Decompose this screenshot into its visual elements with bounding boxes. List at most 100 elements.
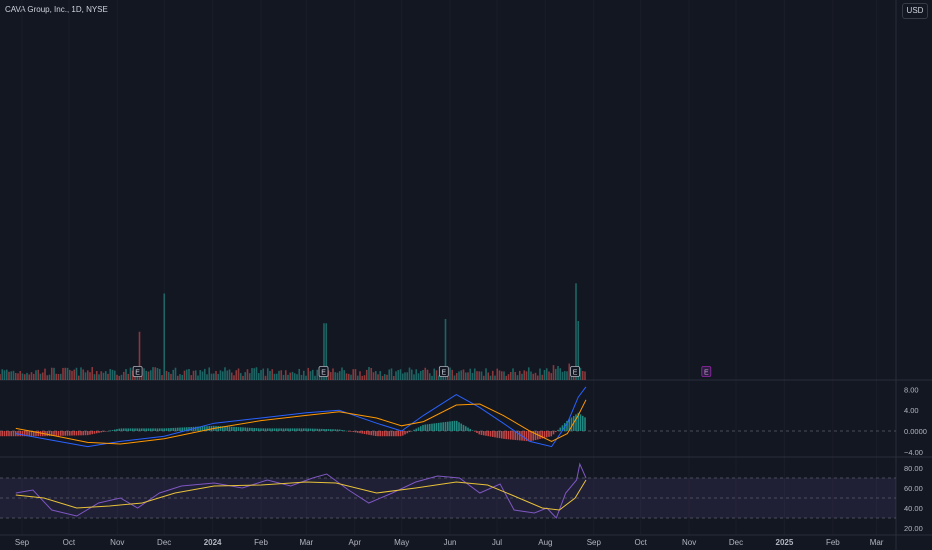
macd-histogram-bar	[228, 426, 231, 431]
volume-bar	[62, 367, 64, 380]
volume-bar	[543, 370, 546, 380]
macd-histogram-bar	[345, 430, 348, 432]
volume-bar	[154, 367, 157, 380]
macd-histogram-bar	[174, 427, 177, 431]
macd-histogram-bar	[581, 415, 584, 431]
macd-histogram-bar	[39, 431, 42, 437]
volume-bar	[100, 371, 103, 380]
macd-histogram-bar	[111, 430, 114, 431]
volume-bar	[251, 368, 253, 380]
volume-bar	[95, 370, 98, 380]
macd-histogram-bar	[257, 428, 260, 431]
volume-bar	[338, 371, 341, 380]
macd-histogram-bar	[226, 426, 229, 431]
macd-histogram-bar	[152, 428, 154, 431]
volume-bar	[269, 370, 271, 380]
earnings-event-label: E	[573, 370, 578, 377]
macd-histogram-bar	[287, 428, 289, 431]
macd-histogram-bar	[487, 431, 490, 437]
volume-bar	[233, 375, 235, 380]
macd-histogram-bar	[419, 426, 422, 431]
earnings-event-marker[interactable]: E	[318, 366, 329, 377]
volume-bar	[471, 372, 474, 380]
earnings-event-marker[interactable]: E	[438, 366, 449, 377]
volume-bar	[406, 372, 409, 380]
macd-histogram-bar	[71, 431, 73, 436]
volume-bar	[41, 372, 44, 380]
earnings-event-marker[interactable]: E	[132, 366, 143, 377]
currency-button[interactable]: USD	[902, 3, 928, 19]
macd-histogram-bar	[383, 431, 386, 437]
volume-bar	[372, 372, 375, 380]
volume-bar	[226, 370, 229, 380]
volume-bar	[296, 374, 298, 380]
volume-bar	[147, 371, 150, 380]
rsi-band	[0, 477, 896, 519]
macd-histogram-bar	[482, 431, 485, 436]
macd-histogram-bar	[80, 431, 82, 436]
macd-histogram-bar	[35, 431, 37, 437]
volume-bar	[39, 373, 42, 380]
macd-histogram-bar	[532, 431, 535, 441]
volume-bar	[197, 375, 199, 380]
macd-histogram-bar	[545, 431, 548, 438]
volume-bar	[50, 367, 53, 380]
volume-bar	[521, 373, 523, 380]
volume-bar	[55, 373, 58, 380]
volume-bar	[257, 373, 260, 380]
earnings-event-marker[interactable]: E	[701, 366, 712, 377]
volume-bar	[127, 373, 130, 380]
macd-histogram-bar	[120, 428, 123, 431]
volume-bar	[293, 373, 296, 380]
macd-histogram-bar	[422, 425, 424, 431]
volume-bar	[401, 373, 404, 380]
volume-bar	[577, 321, 580, 380]
volume-bar	[557, 366, 559, 380]
volume-bar	[563, 371, 566, 380]
volume-bar	[188, 369, 190, 380]
macd-histogram-bar	[134, 428, 136, 431]
macd-histogram-bar	[377, 431, 379, 437]
rsi-tick-label: 80.00	[904, 464, 923, 473]
macd-histogram-bar	[365, 431, 368, 435]
volume-bar	[505, 375, 508, 380]
macd-histogram-bar	[48, 431, 51, 437]
macd-histogram-bar	[496, 431, 499, 438]
macd-histogram-bar	[77, 431, 80, 436]
volume-bar	[386, 374, 388, 380]
volume-bar	[449, 367, 451, 380]
time-axis-label: Mar	[299, 538, 313, 547]
volume-bar	[104, 371, 107, 380]
macd-histogram-bar	[239, 427, 242, 431]
macd-histogram-bar	[485, 431, 487, 436]
macd-histogram-bar	[116, 429, 118, 431]
earnings-event-marker[interactable]: E	[570, 366, 580, 377]
macd-histogram-bar	[161, 428, 163, 431]
earnings-event-box	[438, 366, 449, 377]
volume-bar	[0, 374, 1, 380]
volume-bar	[424, 367, 427, 380]
macd-histogram-bar	[413, 429, 415, 431]
macd-histogram-bar	[460, 423, 463, 431]
time-axis-label: Mar	[870, 538, 884, 547]
volume-bar	[23, 374, 26, 380]
macd-histogram-bar	[404, 431, 406, 435]
macd-histogram-bar	[293, 428, 296, 431]
volume-bar	[390, 368, 393, 380]
volume-bar	[109, 369, 112, 380]
volume-bar	[158, 368, 161, 380]
volume-bar	[361, 375, 364, 380]
volume-bar	[170, 373, 172, 380]
macd-histogram-bar	[37, 431, 40, 437]
volume-bar	[221, 371, 224, 380]
macd-tick-label: −4.00	[904, 448, 923, 457]
macd-histogram-bar	[59, 431, 62, 436]
macd-histogram-bar	[332, 429, 334, 431]
volume-bar	[566, 371, 568, 380]
volume-bar	[266, 368, 269, 380]
macd-histogram-bar	[354, 431, 357, 433]
macd-histogram-bar	[480, 431, 483, 435]
volume-bar	[102, 372, 105, 380]
